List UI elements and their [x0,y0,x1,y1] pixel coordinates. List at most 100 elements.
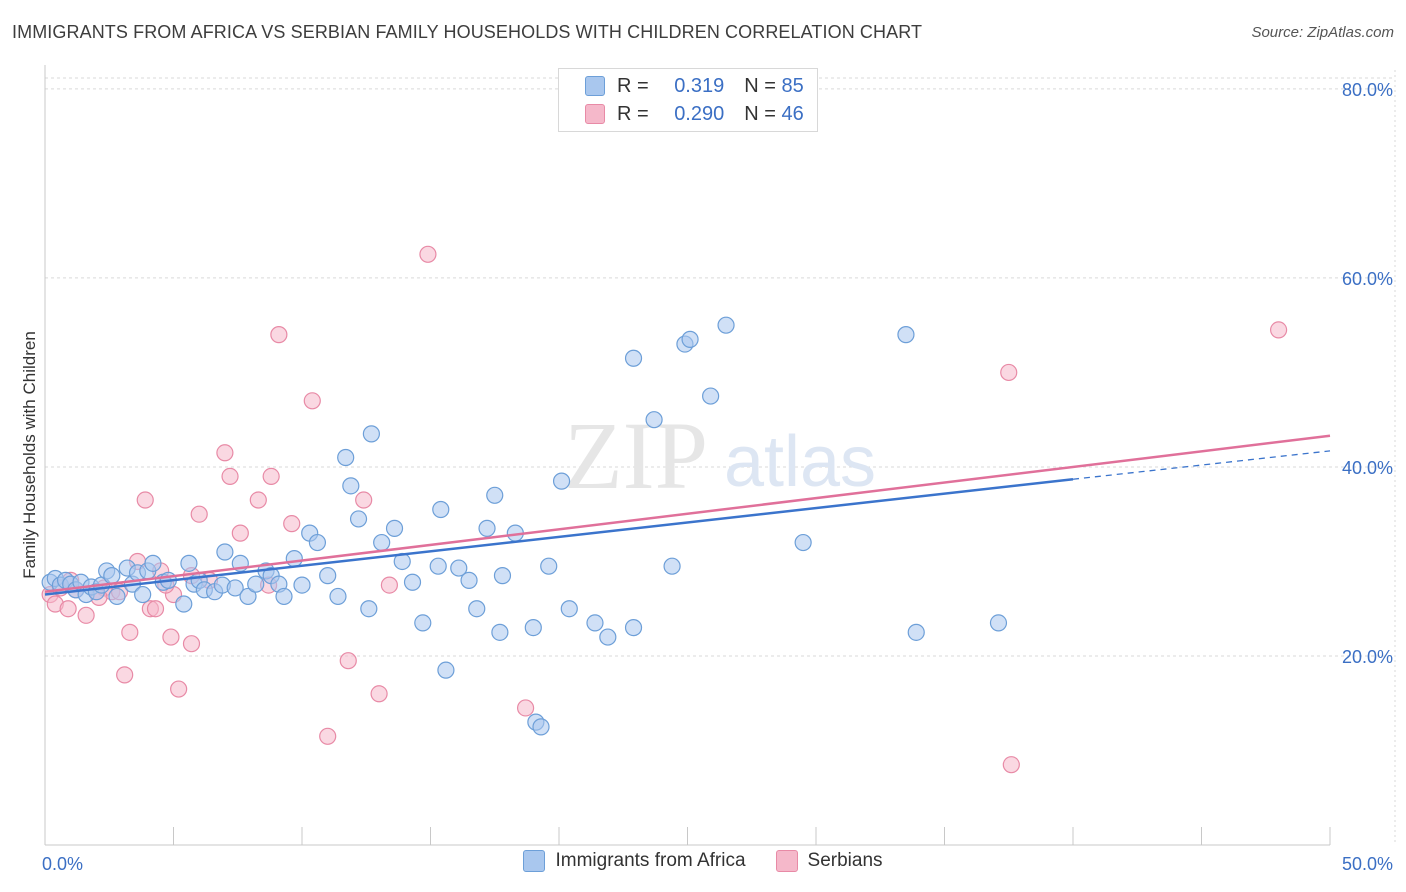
legend-item-africa[interactable]: Immigrants from Africa [523,850,746,872]
serbians-point [419,245,437,263]
n-label: N = [744,74,776,97]
africa-point [239,587,257,606]
serbians-point [516,699,535,717]
africa-points [41,316,1008,736]
africa-point [532,718,550,736]
africa-point [450,559,468,577]
africa-point [385,519,404,537]
tick-labels: 20.0% 40.0% 60.0% 80.0% 0.0% 50.0% [42,80,1393,874]
africa-point [175,595,193,613]
serbians-point [59,600,77,618]
serbians-point [77,606,95,624]
serbians-point [162,628,180,646]
africa-point [216,543,234,561]
trend-lines [44,434,1331,596]
gridlines [45,70,1396,845]
legend-item-serbians[interactable]: Serbians [775,850,883,872]
africa-point [429,557,447,575]
africa-point [103,567,121,585]
x-tick-label: 50.0% [1342,854,1393,874]
africa-point [275,587,293,606]
serbians-point [1002,756,1020,774]
serbians-point [190,505,208,523]
africa-point [362,425,380,443]
africa-point [663,557,681,575]
n-label: N = [744,102,776,125]
africa-point [560,600,578,618]
source-credit: Source: ZipAtlas.com [1251,24,1394,41]
africa-point [493,567,512,585]
africa-point [794,533,812,552]
serbians-point [121,623,139,641]
serbians-point [170,680,188,698]
correlation-legend: R = 0.319 N = 85 R = 0.290 N = 46 [558,68,818,132]
africa-point [373,533,391,552]
africa-trend-extension [1072,450,1331,480]
legend-label-serbians: Serbians [807,850,883,871]
africa-point [645,411,663,429]
y-tick-label: 60.0% [1342,269,1393,289]
africa-point [144,554,162,572]
serbians-point [283,515,301,533]
africa-point [432,500,450,519]
n-value: 46 [781,102,804,125]
africa-point [599,628,617,646]
africa-point [540,557,558,575]
serbians-point [1000,363,1018,382]
africa-point [329,587,347,606]
africa-point [226,579,244,597]
africa-trend-line [44,477,1074,596]
africa-point [524,619,542,637]
serbians-point [249,491,267,509]
watermark-zip: ZIP [564,402,708,509]
africa-point [717,316,735,334]
serbians-point [1269,321,1288,339]
africa-point [624,349,643,367]
africa-point [897,326,915,344]
africa-point [285,550,303,568]
r-label: R = [617,74,649,97]
africa-point [681,330,699,348]
serbians-point [216,444,234,462]
serbians-point [339,652,357,670]
africa-point [478,519,496,537]
africa-point [586,614,604,632]
chart-title: IMMIGRANTS FROM AFRICA VS SERBIAN FAMILY… [12,22,923,42]
serbians-point [270,326,288,344]
y-tick-label: 40.0% [1342,458,1393,478]
serbians-point [262,467,280,486]
r-value: 0.290 [674,102,725,125]
africa-point [624,619,643,637]
serbians-point [116,666,134,684]
africa-point [342,477,360,495]
serbians-point [221,467,239,486]
series-legend: Immigrants from Africa Serbians [0,850,1406,872]
serbians-points [41,245,1288,774]
r-value: 0.319 [674,74,725,97]
africa-point [134,585,152,604]
serbians-swatch [585,104,605,124]
africa-point [702,387,720,405]
serbians-legend-swatch [775,850,798,872]
legend-row-africa: R = 0.319 N = 85 [585,73,804,99]
africa-point [989,614,1008,632]
legend-label-africa: Immigrants from Africa [555,850,746,871]
africa-point [403,573,422,591]
serbians-point [380,576,398,594]
serbians-point [231,524,249,542]
serbians-point [136,491,154,509]
axes [44,65,1331,846]
africa-point [247,575,265,593]
africa-point [308,533,327,552]
africa-swatch [585,76,605,96]
africa-point [907,623,925,641]
serbians-point [303,392,321,410]
africa-point [491,623,509,641]
africa-point [108,587,126,606]
y-tick-label: 20.0% [1342,647,1393,667]
africa-point [293,576,311,594]
serbians-point [319,727,337,745]
africa-point [180,554,198,572]
africa-point [360,600,378,618]
